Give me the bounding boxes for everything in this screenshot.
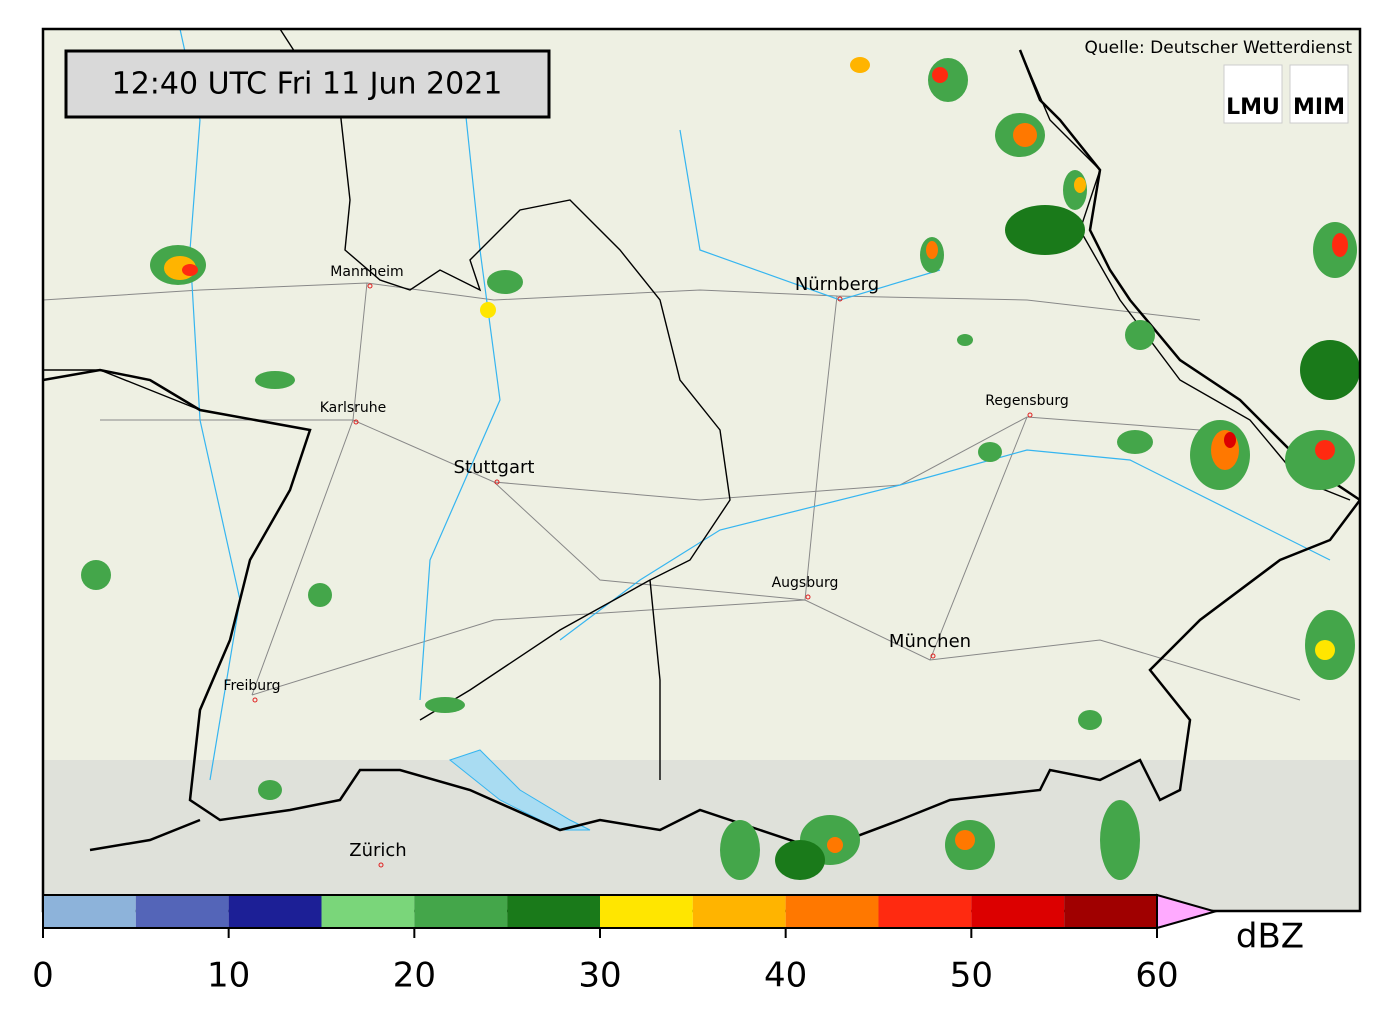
colorbar-segment	[692, 895, 786, 928]
echo	[487, 270, 523, 294]
city-label: Augsburg	[772, 575, 839, 591]
cities: Mannheim Karlsruhe Stuttgart Nürnberg Regens…	[223, 264, 1069, 868]
echo	[850, 57, 870, 73]
echo	[775, 840, 825, 880]
colorbar-segment	[600, 895, 693, 928]
city-dot	[494, 479, 500, 485]
echo	[1100, 800, 1140, 880]
timestamp: 12:40 UTC Fri 11 Jun 2021	[112, 67, 503, 102]
colorbar-segment	[1064, 895, 1157, 928]
city-dot	[353, 419, 359, 425]
radar-echoes	[81, 57, 1360, 880]
roads	[43, 282, 1301, 701]
colorbar-segment	[43, 895, 136, 928]
echo	[955, 830, 975, 850]
echo	[1224, 432, 1236, 448]
city-dot	[805, 594, 811, 600]
logo-box	[1289, 64, 1349, 124]
city-label: Karlsruhe	[320, 400, 387, 416]
echo	[720, 820, 760, 880]
echo	[1117, 430, 1153, 454]
echo	[1125, 320, 1155, 350]
colorbar-unit: dBZ	[1236, 917, 1304, 957]
echo	[1078, 710, 1102, 730]
city-dot	[378, 862, 384, 868]
colorbar: 0 10 20 30 40 50 60	[32, 893, 1219, 996]
echo	[308, 583, 332, 607]
echo	[1285, 430, 1355, 490]
echo	[255, 371, 295, 389]
city-dot	[930, 653, 936, 659]
city-label: Mannheim	[330, 264, 403, 280]
colorbar-tick-label: 60	[1135, 956, 1178, 996]
logo-box	[1223, 64, 1283, 124]
colorbar-segment	[228, 895, 322, 928]
logo: MIM	[1293, 95, 1345, 120]
city-label: Zürich	[349, 840, 406, 861]
alps-shading	[43, 760, 1360, 911]
echo	[978, 442, 1002, 462]
city-dot	[252, 697, 258, 703]
echo	[957, 334, 973, 346]
echo	[932, 67, 948, 83]
rivers	[179, 29, 1331, 781]
echo	[1074, 177, 1086, 193]
city-dot	[367, 283, 373, 289]
city-dot	[1027, 412, 1033, 418]
city-label: Stuttgart	[454, 457, 535, 478]
echo	[926, 241, 938, 259]
echo	[1300, 340, 1360, 400]
colorbar-segment	[971, 895, 1065, 928]
city-dot	[837, 296, 843, 302]
echo	[1005, 205, 1085, 255]
colorbar-tick-label: 40	[764, 956, 807, 996]
colorbar-segment	[321, 895, 415, 928]
echo	[1315, 440, 1335, 460]
echo	[1332, 233, 1348, 257]
colorbar-tick-label: 20	[393, 956, 436, 996]
colorbar-segment	[785, 895, 879, 928]
colorbar-segment	[878, 895, 972, 928]
echo	[81, 560, 111, 590]
colorbar-segment	[414, 895, 508, 928]
timestamp-box	[64, 49, 551, 119]
city-label: Freiburg	[223, 678, 280, 694]
city-label: Nürnberg	[795, 274, 879, 295]
colorbar-segment	[507, 895, 600, 928]
source: Quelle: Deutscher Wetterdienst	[1085, 38, 1353, 58]
echo	[182, 264, 198, 276]
city-label: München	[889, 631, 971, 652]
echo	[1013, 123, 1037, 147]
logo: LMU	[1226, 95, 1280, 120]
echo	[258, 780, 282, 800]
colorbar-tick-label: 10	[207, 956, 250, 996]
echo	[425, 697, 465, 713]
colorbar-tick-label: 30	[578, 956, 621, 996]
colorbar-segment	[135, 895, 229, 928]
colorbar-tick-label: 0	[32, 956, 54, 996]
colorbar-tick-label: 50	[950, 956, 993, 996]
echo	[827, 837, 843, 853]
map-features	[43, 29, 1360, 852]
echo	[1315, 640, 1335, 660]
city-label: Regensburg	[985, 393, 1069, 409]
echo	[480, 302, 496, 318]
